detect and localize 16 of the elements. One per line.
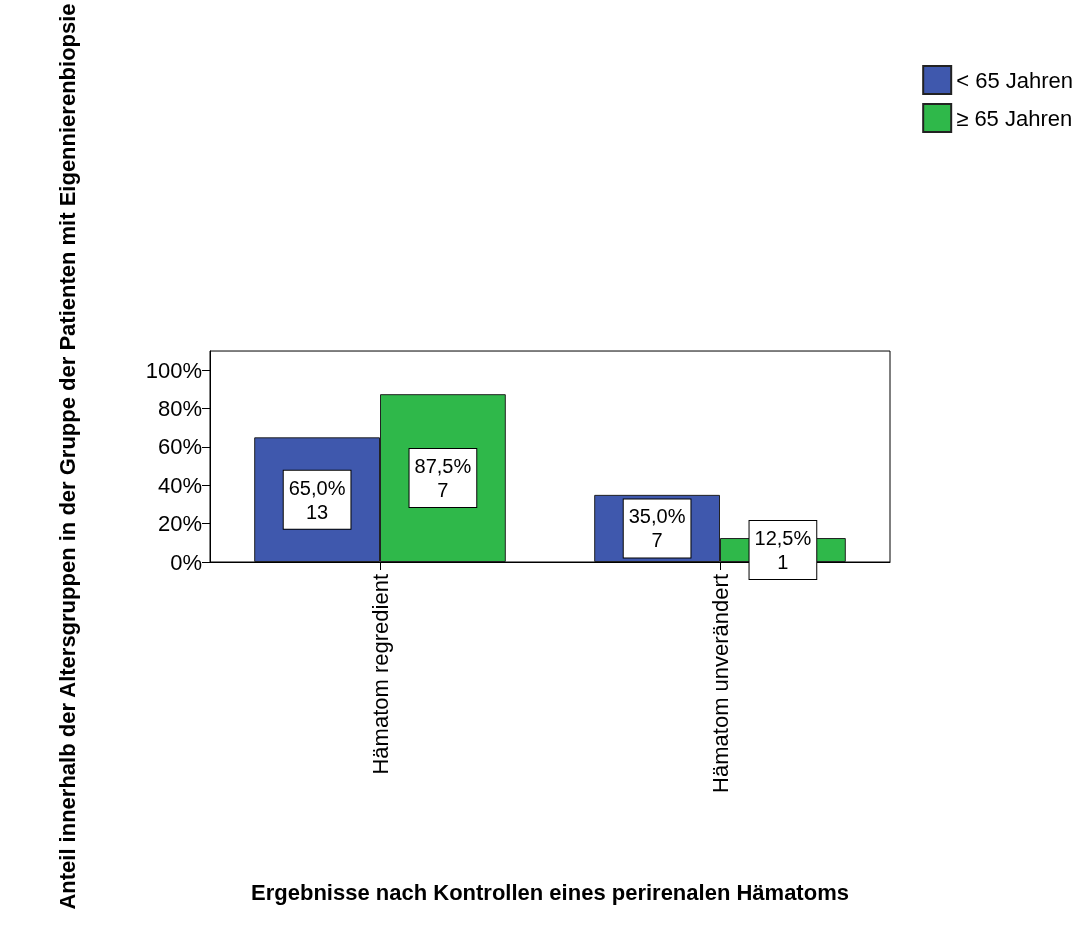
y-tick-label: 60% (157, 434, 202, 460)
y-tick-label: 80% (157, 396, 202, 422)
y-tick-label: 0% (170, 549, 202, 575)
x-axis-title: Ergebnisse nach Kontrollen eines perirenalen Hämatoms (251, 879, 849, 905)
x-tick-label: Hämatom unverändert (707, 574, 733, 793)
legend-label: ≥ 65 Jahren (956, 105, 1073, 131)
y-tick-label: 40% (157, 472, 202, 498)
data-label: 87,5% 7 (414, 455, 472, 502)
data-label: 65,0% 13 (288, 476, 346, 523)
y-tick-label: 100% (145, 357, 202, 383)
x-tick-label: Hämatom regredient (367, 574, 393, 775)
y-tick-label: 20% (157, 511, 202, 537)
data-label: 35,0% 7 (628, 505, 686, 552)
y-axis-title: Anteil innerhalb der Altersgruppen in der Gruppe der Patienten mit Eigennierenbiopsie (54, 3, 80, 910)
data-label: 12,5% 1 (754, 527, 812, 574)
legend-label: < 65 Jahren (956, 67, 1073, 93)
